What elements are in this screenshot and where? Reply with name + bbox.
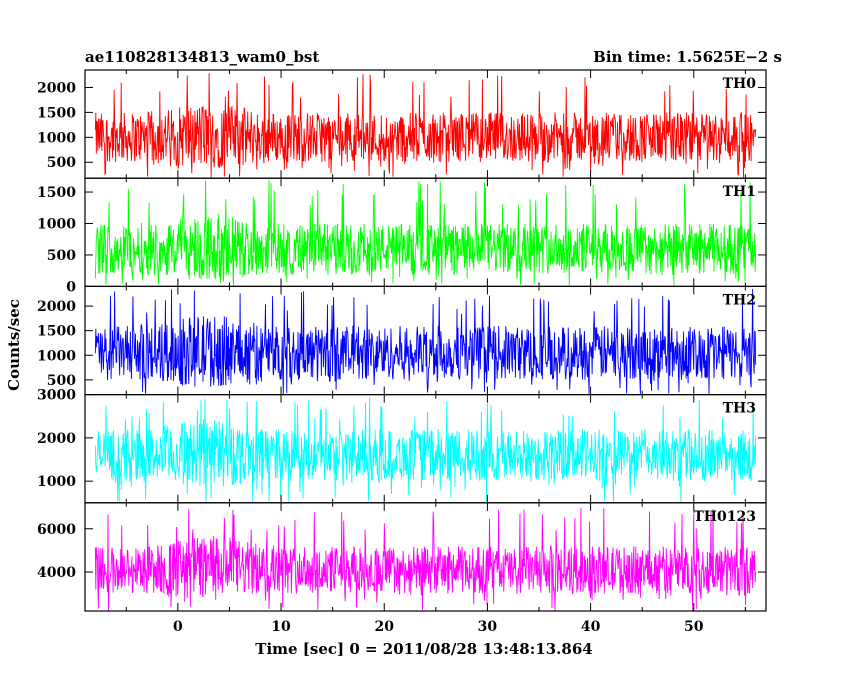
y-tick-label: 2000 [37, 431, 76, 447]
y-tick-label: 1500 [37, 105, 76, 121]
y-tick-label: 1000 [37, 474, 76, 490]
panel-label-th2: TH2 [723, 292, 756, 308]
y-tick-label: 500 [47, 155, 76, 171]
y-tick-label: 4000 [37, 565, 76, 581]
y-tick-label: 500 [47, 373, 76, 389]
x-tick-label: 0 [173, 619, 183, 635]
chart-title: ae110828134813_wam0_bst [85, 48, 319, 66]
y-tick-label: 1500 [37, 324, 76, 340]
bin-time-label: Bin time: 1.5625E−2 s [593, 48, 782, 66]
x-tick-label: 20 [374, 619, 394, 635]
series-line-th1 [94, 179, 757, 286]
series-line-th3 [94, 397, 757, 503]
y-tick-label: 2000 [37, 299, 76, 315]
x-tick-label: 40 [581, 619, 601, 635]
y-tick-label: 1500 [37, 185, 76, 201]
series-line-th2 [94, 288, 757, 395]
x-tick-label: 10 [271, 619, 291, 635]
panel-label-th0: TH0 [723, 76, 757, 92]
y-tick-label: 1000 [37, 216, 76, 232]
y-tick-label: 3000 [37, 388, 76, 404]
x-tick-label: 50 [684, 619, 704, 635]
x-axis-label: Time [sec] 0 = 2011/08/28 13:48:13.864 [255, 640, 592, 658]
y-tick-label: 1000 [37, 130, 76, 146]
panel-frame-th0123 [84, 502, 767, 612]
y-tick-label: 6000 [37, 522, 76, 538]
y-axis-label: Counts/sec [5, 299, 23, 391]
panel-label-th3: TH3 [723, 401, 756, 417]
y-tick-label: 2000 [37, 80, 76, 96]
y-tick-label: 0 [66, 279, 76, 295]
series-line-th0123 [94, 507, 757, 611]
panel-label-th0123: TH0123 [693, 509, 756, 525]
series-line-th0 [94, 73, 757, 179]
y-tick-label: 500 [47, 248, 76, 264]
x-tick-label: 30 [478, 619, 498, 635]
y-tick-label: 1000 [37, 348, 76, 364]
panel-label-th1: TH1 [723, 184, 756, 200]
